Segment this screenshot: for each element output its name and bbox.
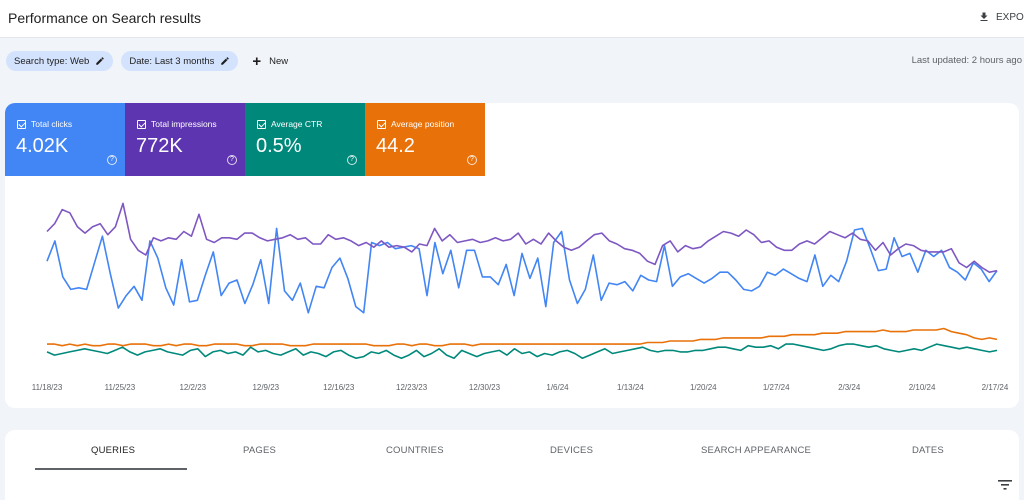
metric-tiles: Total clicks 4.02K ? Total impressions 7… xyxy=(5,103,485,176)
series-line-average-position xyxy=(47,327,998,347)
x-tick-label: 12/9/23 xyxy=(252,383,279,392)
dimension-tabs: QUERIES PAGES COUNTRIES DEVICES SEARCH A… xyxy=(5,430,1019,500)
active-tab-indicator xyxy=(35,468,187,470)
date-label: Date: Last 3 months xyxy=(129,55,215,67)
download-icon xyxy=(980,12,988,21)
performance-card: Total clicks 4.02K ? Total impressions 7… xyxy=(5,103,1019,408)
metric-value: 4.02K xyxy=(16,135,69,157)
metric-label: Average CTR xyxy=(271,119,323,129)
metric-tile-total-impressions[interactable]: Total impressions 772K ? xyxy=(125,103,245,176)
series-line-total-clicks xyxy=(46,227,998,314)
new-label: New xyxy=(269,55,289,67)
tab-queries[interactable]: QUERIES xyxy=(91,445,136,456)
metric-tile-average-position[interactable]: Average position 44.2 ? xyxy=(365,103,485,176)
tab-devices[interactable]: DEVICES xyxy=(550,445,594,456)
checkbox-icon xyxy=(257,119,266,129)
help-icon[interactable]: ? xyxy=(227,155,237,165)
filter-chips: Search type: Web Date: Last 3 months + N… xyxy=(6,51,288,71)
search-type-chip[interactable]: Search type: Web xyxy=(6,51,114,71)
x-tick-label: 12/2/23 xyxy=(179,383,206,392)
x-tick-label: 1/13/24 xyxy=(617,383,644,392)
help-icon[interactable]: ? xyxy=(347,155,357,165)
x-tick-label: 11/25/23 xyxy=(105,383,136,392)
chart-x-axis: 11/18/23 11/25/23 12/2/23 12/9/23 12/16/23 12… xyxy=(32,383,1009,392)
metric-label: Total clicks xyxy=(31,119,73,129)
metric-value: 44.2 xyxy=(376,135,415,157)
edit-icon xyxy=(96,57,105,65)
metric-label: Average position xyxy=(391,119,455,129)
x-tick-label: 11/18/23 xyxy=(32,383,63,392)
checkbox-icon xyxy=(137,119,146,129)
metric-tile-total-clicks[interactable]: Total clicks 4.02K ? xyxy=(5,103,125,176)
tab-countries[interactable]: COUNTRIES xyxy=(386,445,444,456)
performance-chart: 11/18/23 11/25/23 12/2/23 12/9/23 12/16/23 12… xyxy=(32,202,1009,392)
x-tick-label: 12/16/23 xyxy=(323,383,355,392)
export-button[interactable]: EXPORT xyxy=(978,11,1024,23)
metric-label: Total impressions xyxy=(151,119,217,129)
x-tick-label: 12/23/23 xyxy=(396,383,428,392)
x-tick-label: 2/17/24 xyxy=(982,383,1009,392)
tab-dates[interactable]: DATES xyxy=(912,445,944,456)
new-filter-button[interactable]: + New xyxy=(246,54,288,69)
x-tick-label: 2/10/24 xyxy=(909,383,936,392)
x-tick-label: 1/20/24 xyxy=(690,383,717,392)
plus-icon: + xyxy=(252,52,262,70)
checkbox-icon xyxy=(17,119,26,129)
metric-value: 772K xyxy=(136,135,183,157)
last-updated: Last updated: 2 hours ago xyxy=(911,55,1022,66)
filter-icon[interactable] xyxy=(998,480,1012,490)
x-tick-label: 1/6/24 xyxy=(546,383,569,392)
checkbox-icon xyxy=(377,119,386,129)
top-bar: Performance on Search results EXPORT xyxy=(0,0,1024,38)
date-chip[interactable]: Date: Last 3 months xyxy=(121,51,239,71)
x-tick-label: 1/27/24 xyxy=(763,383,790,392)
metric-tile-average-ctr[interactable]: Average CTR 0.5% ? xyxy=(245,103,365,176)
export-label: EXPORT xyxy=(996,11,1024,23)
page-title: Performance on Search results xyxy=(8,10,201,26)
x-tick-label: 12/30/23 xyxy=(469,383,501,392)
chart-lines xyxy=(46,202,998,359)
metric-value: 0.5% xyxy=(256,135,302,157)
series-line-total-impressions xyxy=(46,202,998,273)
edit-icon xyxy=(221,57,230,65)
tab-search-appearance[interactable]: SEARCH APPEARANCE xyxy=(701,445,812,456)
series-line-average-ctr xyxy=(46,343,998,359)
x-tick-label: 2/3/24 xyxy=(838,383,861,392)
search-type-label: Search type: Web xyxy=(14,55,90,67)
help-icon[interactable]: ? xyxy=(107,155,117,165)
tab-pages[interactable]: PAGES xyxy=(243,445,277,456)
help-icon[interactable]: ? xyxy=(467,155,477,165)
